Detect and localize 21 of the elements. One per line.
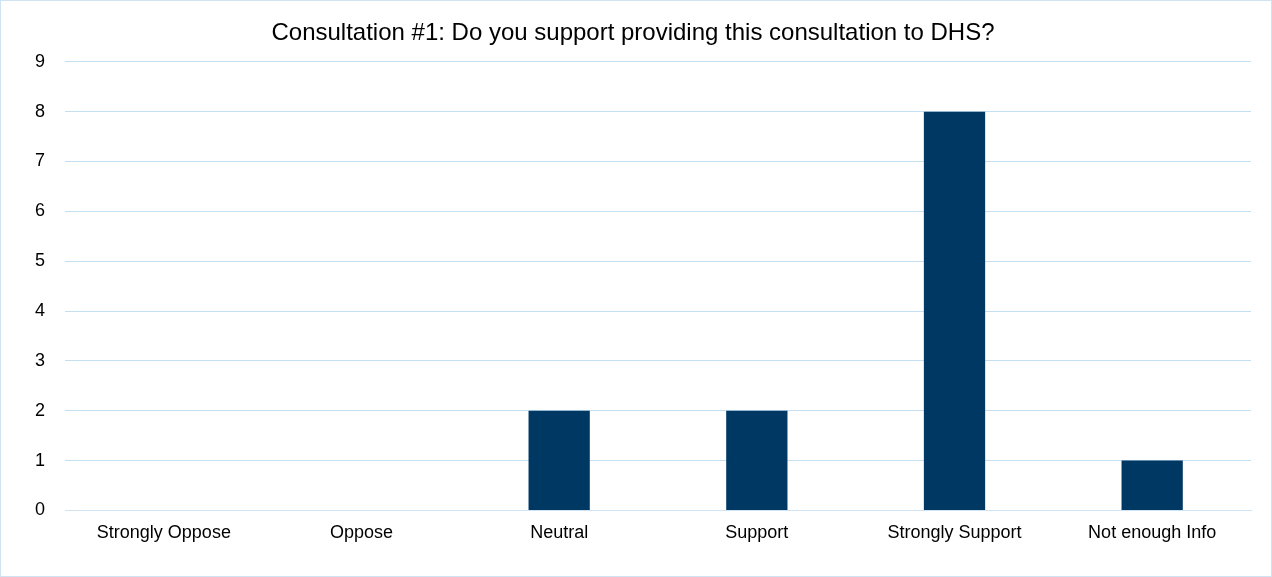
x-tick-label: Support <box>725 522 789 543</box>
x-tick-label: Not enough Info <box>1088 522 1217 543</box>
bar <box>528 410 590 510</box>
bar <box>1121 460 1183 510</box>
x-tick-label: Oppose <box>329 522 394 543</box>
y-tick-label: 1 <box>35 449 46 470</box>
y-tick-label: 4 <box>35 299 46 320</box>
y-tick-label: 9 <box>35 50 46 71</box>
y-tick-label: 0 <box>35 499 46 520</box>
y-tick-label: 7 <box>35 150 46 171</box>
y-tick-label: 6 <box>35 200 46 221</box>
x-tick-label: Strongly Support <box>887 522 1022 543</box>
bar <box>923 111 986 510</box>
y-tick-label: 5 <box>35 250 46 271</box>
y-tick-label: 3 <box>35 349 46 370</box>
bar <box>726 410 788 510</box>
x-tick-label: Neutral <box>530 522 589 543</box>
y-tick-label: 2 <box>35 399 46 420</box>
y-tick-label: 8 <box>35 100 46 121</box>
chart-title: Consultation #1: Do you support providing this consultation to DHS? <box>271 18 995 46</box>
x-tick-label: Strongly Oppose <box>96 522 231 543</box>
